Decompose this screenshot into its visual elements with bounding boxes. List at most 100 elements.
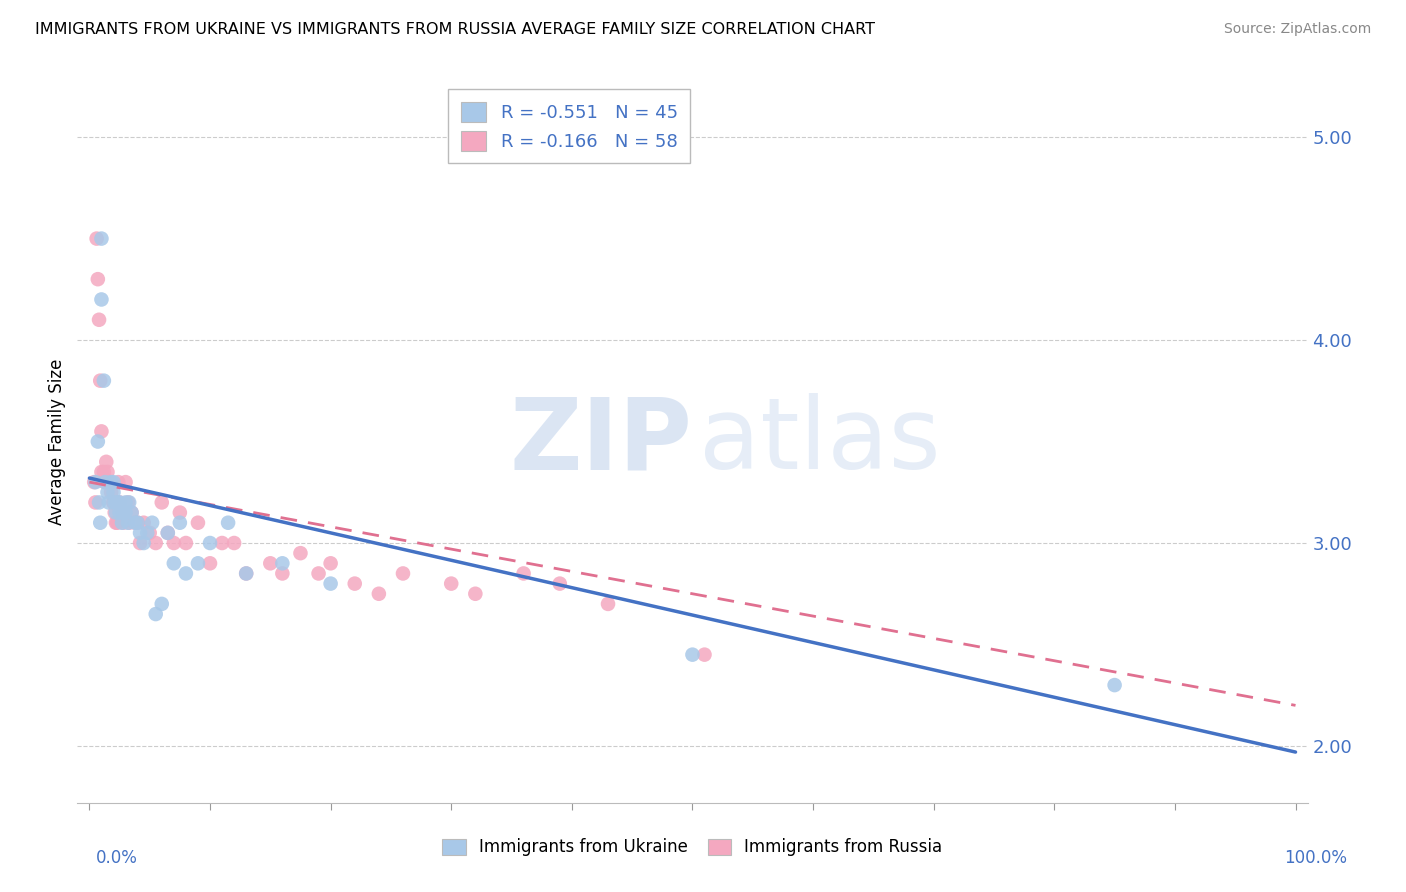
Point xyxy=(392,566,415,581)
Point xyxy=(108,495,131,509)
Point xyxy=(104,506,127,520)
Point xyxy=(84,495,107,509)
Point xyxy=(224,536,246,550)
Point xyxy=(121,506,143,520)
Point xyxy=(105,495,128,509)
Point xyxy=(367,587,389,601)
Point xyxy=(87,272,110,286)
Point xyxy=(93,374,115,388)
Point xyxy=(96,465,118,479)
Point xyxy=(104,495,127,509)
Point xyxy=(104,506,127,520)
Point xyxy=(89,374,111,388)
Point xyxy=(118,516,141,530)
Point xyxy=(169,506,191,520)
Point xyxy=(319,557,342,571)
Text: Source: ZipAtlas.com: Source: ZipAtlas.com xyxy=(1223,22,1371,37)
Text: atlas: atlas xyxy=(699,393,941,490)
Point xyxy=(100,475,122,490)
Point xyxy=(440,576,463,591)
Point xyxy=(259,557,281,571)
Point xyxy=(98,475,121,490)
Point xyxy=(103,495,125,509)
Point xyxy=(187,557,209,571)
Point xyxy=(198,557,221,571)
Point xyxy=(103,475,125,490)
Point xyxy=(548,576,571,591)
Point xyxy=(198,536,221,550)
Text: IMMIGRANTS FROM UKRAINE VS IMMIGRANTS FROM RUSSIA AVERAGE FAMILY SIZE CORRELATIO: IMMIGRANTS FROM UKRAINE VS IMMIGRANTS FR… xyxy=(35,22,875,37)
Point xyxy=(107,475,129,490)
Point xyxy=(94,475,117,490)
Point xyxy=(112,516,135,530)
Point xyxy=(89,516,111,530)
Point xyxy=(132,536,155,550)
Point xyxy=(112,506,135,520)
Point xyxy=(127,516,149,530)
Point xyxy=(464,587,486,601)
Point xyxy=(121,506,143,520)
Point xyxy=(94,475,117,490)
Point xyxy=(156,525,179,540)
Point xyxy=(93,465,115,479)
Point xyxy=(84,475,107,490)
Point xyxy=(145,607,167,621)
Point xyxy=(308,566,330,581)
Point xyxy=(187,516,209,530)
Point xyxy=(174,566,197,581)
Point xyxy=(235,566,257,581)
Point xyxy=(108,506,131,520)
Point xyxy=(90,425,112,439)
Point xyxy=(97,475,120,490)
Point xyxy=(111,506,134,520)
Point xyxy=(83,475,105,490)
Point xyxy=(97,495,120,509)
Text: 0.0%: 0.0% xyxy=(96,849,138,867)
Point xyxy=(90,293,112,307)
Point xyxy=(104,516,127,530)
Point xyxy=(105,516,128,530)
Point xyxy=(512,566,534,581)
Point xyxy=(141,516,163,530)
Point xyxy=(127,516,149,530)
Point xyxy=(96,485,118,500)
Point xyxy=(103,485,125,500)
Point xyxy=(150,597,173,611)
Point xyxy=(114,475,136,490)
Point xyxy=(124,516,146,530)
Point xyxy=(174,536,197,550)
Point xyxy=(114,495,136,509)
Point xyxy=(156,525,179,540)
Point xyxy=(343,576,366,591)
Point xyxy=(90,231,112,245)
Legend: Immigrants from Ukraine, Immigrants from Russia: Immigrants from Ukraine, Immigrants from… xyxy=(436,831,949,863)
Text: ZIP: ZIP xyxy=(509,393,693,490)
Point xyxy=(682,648,704,662)
Point xyxy=(145,536,167,550)
Point xyxy=(271,566,294,581)
Point xyxy=(100,485,122,500)
Point xyxy=(693,648,716,662)
Point xyxy=(111,516,134,530)
Point xyxy=(87,434,110,449)
Point xyxy=(108,495,131,509)
Point xyxy=(596,597,619,611)
Point xyxy=(169,516,191,530)
Y-axis label: Average Family Size: Average Family Size xyxy=(48,359,66,524)
Point xyxy=(117,495,139,509)
Point xyxy=(1104,678,1126,692)
Point xyxy=(87,495,110,509)
Point xyxy=(86,231,108,245)
Point xyxy=(290,546,312,560)
Point xyxy=(118,495,141,509)
Text: 100.0%: 100.0% xyxy=(1284,849,1347,867)
Point xyxy=(103,495,125,509)
Point xyxy=(132,516,155,530)
Point xyxy=(129,525,152,540)
Point xyxy=(117,516,139,530)
Point xyxy=(211,536,233,550)
Point xyxy=(150,495,173,509)
Point xyxy=(90,465,112,479)
Point xyxy=(114,506,136,520)
Point xyxy=(136,525,159,540)
